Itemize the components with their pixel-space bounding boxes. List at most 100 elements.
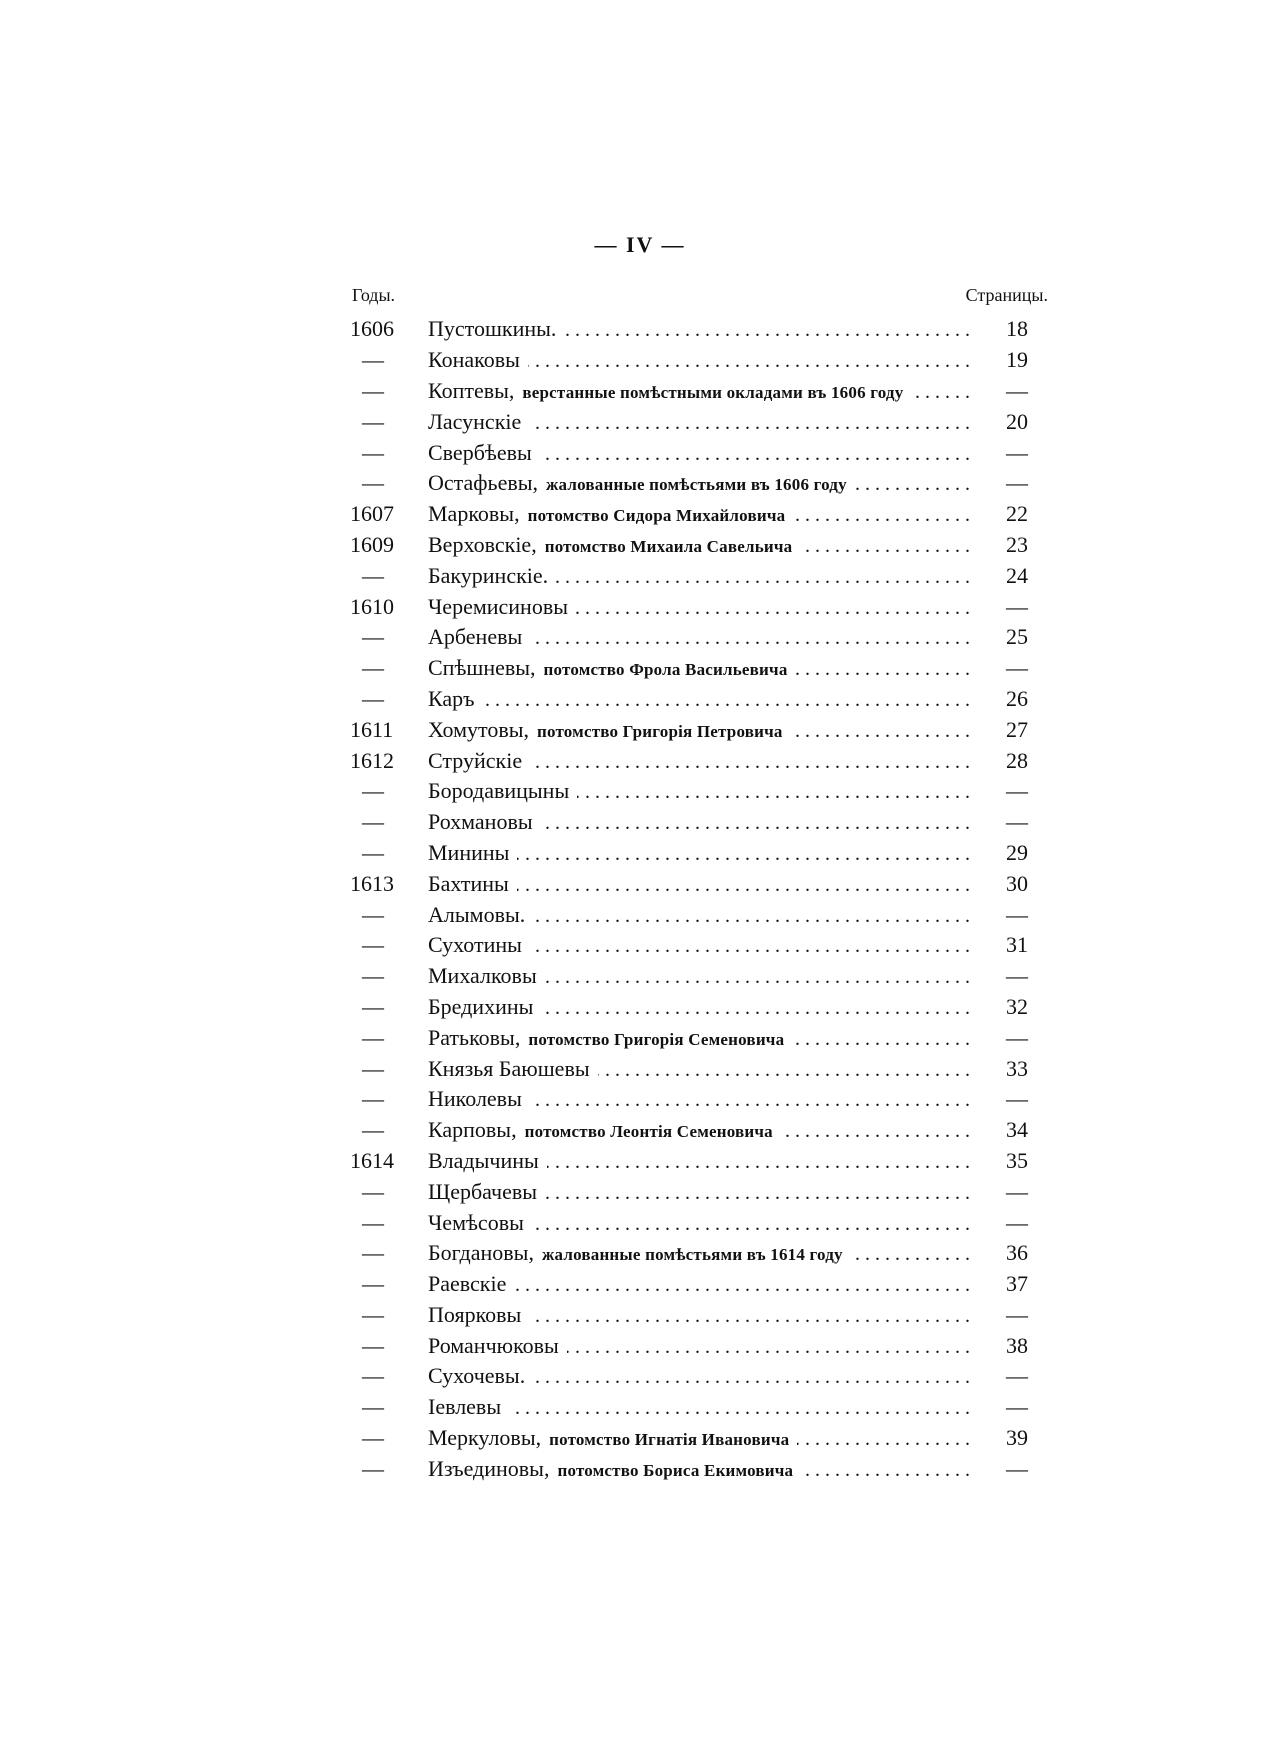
toc-entry: — Раевскіе . . . . . . . . . . . . . . . … — [350, 1269, 1050, 1300]
toc-entry: — Спѣшневы, потомство Фрола Васильевича . … — [350, 653, 1050, 684]
entry-title: Минины . . . . . . . . . . . . . . . . .… — [428, 840, 1050, 866]
toc-entry: 1609 Верховскіе, потомство Михаила Савельи… — [350, 530, 1050, 561]
table-of-contents: 1606 Пустошкины. . . . . . . . . . . . . … — [350, 314, 1050, 1484]
entry-description: жалованные помѣстьями въ 1606 году — [546, 475, 847, 495]
entry-title: Остафьевы, жалованные помѣстьями въ 1606 … — [428, 470, 1050, 496]
entry-page: 19 — [1006, 347, 1028, 373]
entry-year: — — [362, 1425, 384, 1451]
entry-page: — — [1006, 1301, 1028, 1327]
entry-year: — — [362, 993, 384, 1019]
toc-entry: 1613 Бахтины . . . . . . . . . . . . . . … — [350, 868, 1050, 899]
toc-entry: 1607 Марковы, потомство Сидора Михайловича… — [350, 499, 1050, 530]
entry-name: Бакуринскіе. — [428, 562, 549, 588]
toc-entry: — Сухотины . . . . . . . . . . . . . . . … — [350, 930, 1050, 961]
entry-year: — — [362, 685, 384, 711]
entry-name: Щербачевы — [428, 1178, 538, 1204]
entry-year: 1612 — [350, 747, 394, 773]
entry-title: Коптевы, верстанные помѣстными окладами в… — [428, 378, 1050, 404]
entry-title: Владычины . . . . . . . . . . . . . . . … — [428, 1148, 1050, 1174]
toc-entry: 1611 Хомутовы, потомство Григорія Петрович… — [350, 714, 1050, 745]
toc-entry: — Ратьковы, потомство Григорія Семеновича … — [350, 1022, 1050, 1053]
entry-name: Алымовы. — [428, 901, 526, 927]
dot-leader: . . . . . . . . . . . . . . . . . . . . … — [533, 1366, 970, 1389]
entry-year: — — [362, 1455, 384, 1481]
entry-title: Черемисиновы . . . . . . . . . . . . . .… — [428, 594, 1050, 620]
entry-title: Сухотины . . . . . . . . . . . . . . . .… — [428, 932, 1050, 958]
toc-entry: — Свербѣевы . . . . . . . . . . . . . . .… — [350, 437, 1050, 468]
entry-title: Бакуринскіе. . . . . . . . . . . . . . .… — [428, 563, 1050, 589]
entry-page: — — [1006, 655, 1028, 681]
entry-name: Михалковы — [428, 963, 537, 989]
entry-page: 33 — [1006, 1055, 1028, 1081]
entry-description: верстанные помѣстными окладами въ 1606 г… — [522, 382, 904, 402]
dot-leader: . . . . . . . . . . . . . . . . . . . . … — [598, 1058, 970, 1081]
entry-title: Сухочевы. . . . . . . . . . . . . . . . … — [428, 1363, 1050, 1389]
entry-name: Меркуловы, — [428, 1425, 542, 1451]
dot-leader: . . . . . . . . . . . . . . . . . . . . … — [851, 1243, 970, 1266]
entry-year: 1614 — [350, 1147, 394, 1173]
dot-leader: . . . . . . . . . . . . . . . . . . . . … — [792, 1027, 970, 1050]
entry-year: — — [362, 408, 384, 434]
entry-name: Спѣшневы, — [428, 655, 536, 681]
entry-name: Черемисиновы — [428, 593, 569, 619]
entry-title: Меркуловы, потомство Игнатія Ивановича . … — [428, 1425, 1050, 1451]
entry-page: 20 — [1006, 408, 1028, 434]
entry-title: Рохмановы . . . . . . . . . . . . . . . … — [428, 809, 1050, 835]
entry-title: Михалковы . . . . . . . . . . . . . . . … — [428, 963, 1050, 989]
toc-entry: — Арбеневы . . . . . . . . . . . . . . . … — [350, 622, 1050, 653]
entry-year: 1611 — [350, 716, 394, 742]
entry-page: 37 — [1006, 1271, 1028, 1297]
entry-page: — — [1006, 1086, 1028, 1112]
entry-name: Свербѣевы — [428, 439, 532, 465]
entry-description: потомство Леонтія Семеновича — [524, 1122, 773, 1142]
entry-year: — — [362, 377, 384, 403]
toc-entry: 1612 Струйскіе . . . . . . . . . . . . . … — [350, 745, 1050, 776]
toc-entry: — Бакуринскіе. . . . . . . . . . . . . . … — [350, 560, 1050, 591]
toc-entry: — Щербачевы . . . . . . . . . . . . . . .… — [350, 1176, 1050, 1207]
entry-page: — — [1006, 778, 1028, 804]
toc-entry: — Бородавицыны . . . . . . . . . . . . . … — [350, 776, 1050, 807]
entry-name: Князья Баюшевы — [428, 1055, 590, 1081]
entry-page: 38 — [1006, 1332, 1028, 1358]
entry-name: Іевлевы — [428, 1394, 502, 1420]
toc-entry: 1606 Пустошкины. . . . . . . . . . . . . … — [350, 314, 1050, 345]
dot-leader: . . . . . . . . . . . . . . . . . . . . … — [514, 1274, 970, 1297]
entry-year: 1606 — [350, 316, 394, 342]
dot-leader: . . . . . . . . . . . . . . . . . . . . … — [532, 1212, 970, 1235]
entry-page: — — [1006, 901, 1028, 927]
entry-year: — — [362, 1363, 384, 1389]
entry-year: — — [362, 1332, 384, 1358]
dot-leader: . . . . . . . . . . . . . . . . . . . . … — [509, 1397, 970, 1420]
dot-leader: . . . . . . . . . . . . . . . . . . . . … — [556, 565, 970, 588]
entry-title: Бородавицыны . . . . . . . . . . . . . .… — [428, 778, 1050, 804]
entry-year: — — [362, 1024, 384, 1050]
entry-name: Каръ — [428, 685, 475, 711]
dot-leader: . . . . . . . . . . . . . . . . . . . . … — [545, 1181, 970, 1204]
toc-entry: — Сухочевы. . . . . . . . . . . . . . . .… — [350, 1361, 1050, 1392]
toc-entry: — Романчюковы . . . . . . . . . . . . . .… — [350, 1330, 1050, 1361]
entry-year: — — [362, 1271, 384, 1297]
entry-title: Алымовы. . . . . . . . . . . . . . . . .… — [428, 902, 1050, 928]
entry-name: Ласунскіе — [428, 408, 522, 434]
entry-page: 32 — [1006, 993, 1028, 1019]
toc-entry: — Конаковы . . . . . . . . . . . . . . . … — [350, 345, 1050, 376]
entry-page: 24 — [1006, 562, 1028, 588]
entry-year: — — [362, 901, 384, 927]
entry-page: — — [1006, 1209, 1028, 1235]
entry-title: Князья Баюшевы . . . . . . . . . . . . .… — [428, 1056, 1050, 1082]
entry-name: Марковы, — [428, 501, 520, 527]
entry-year: — — [362, 655, 384, 681]
dot-leader: . . . . . . . . . . . . . . . . . . . . … — [483, 688, 970, 711]
entry-title: Поярковы . . . . . . . . . . . . . . . .… — [428, 1302, 1050, 1328]
entry-year: — — [362, 1178, 384, 1204]
dot-leader: . . . . . . . . . . . . . . . . . . . . … — [797, 1428, 970, 1451]
entry-page: 35 — [1006, 1147, 1028, 1173]
dot-leader: . . . . . . . . . . . . . . . . . . . . … — [547, 1150, 970, 1173]
entry-year: — — [362, 439, 384, 465]
entry-name: Поярковы — [428, 1301, 522, 1327]
entry-name: Верховскіе, — [428, 531, 537, 557]
toc-entry: 1610 Черемисиновы . . . . . . . . . . . .… — [350, 591, 1050, 622]
entry-name: Сухотины — [428, 932, 522, 958]
entry-page: 27 — [1006, 716, 1028, 742]
entry-year: — — [362, 1209, 384, 1235]
